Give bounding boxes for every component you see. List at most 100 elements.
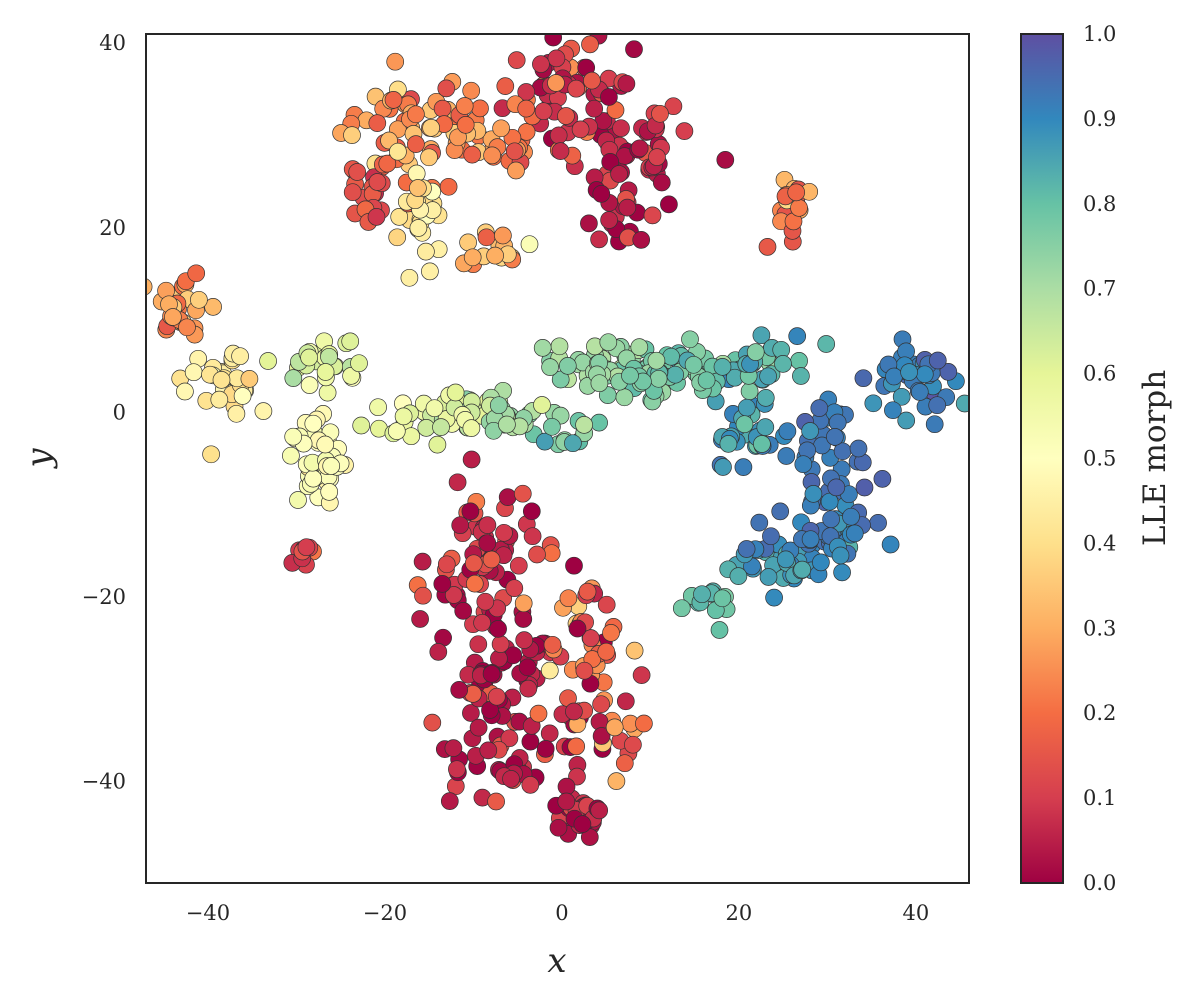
- scatter-point: [492, 119, 510, 138]
- scatter-point: [583, 71, 601, 90]
- scatter-point: [855, 478, 874, 497]
- scatter-point: [651, 104, 669, 123]
- scatter-point: [864, 394, 883, 413]
- scatter-point: [750, 513, 769, 532]
- scatter-point: [202, 445, 220, 464]
- scatter-point: [473, 613, 491, 632]
- scatter-point: [664, 97, 683, 116]
- scatter-point: [756, 418, 775, 436]
- scatter-point: [716, 151, 735, 169]
- scatter-point: [297, 538, 316, 557]
- scatter-point: [378, 154, 397, 173]
- scatter-point: [507, 51, 526, 69]
- scatter-point: [540, 661, 559, 680]
- scatter-point: [190, 290, 208, 309]
- scatter-point: [625, 641, 644, 660]
- colorbar: [1020, 33, 1064, 884]
- scatter-point: [437, 555, 456, 574]
- scatter-point: [187, 264, 206, 283]
- scatter-point: [831, 546, 850, 565]
- scatter-point: [753, 435, 771, 453]
- scatter-point: [409, 219, 428, 237]
- plot-frame: [145, 33, 970, 884]
- scatter-point: [533, 396, 551, 414]
- scatter-point: [600, 88, 618, 106]
- scatter-point: [451, 516, 470, 535]
- scatter-point: [517, 99, 536, 118]
- scatter-point: [478, 534, 497, 553]
- scatter-point: [448, 760, 466, 779]
- scatter-point: [454, 602, 473, 620]
- scatter-point: [955, 394, 969, 413]
- scatter-point: [793, 560, 812, 579]
- scatter-point: [486, 246, 504, 265]
- scatter-point: [820, 492, 839, 511]
- scatter-point: [487, 792, 505, 811]
- colorbar-label: LLE morph: [1137, 370, 1173, 546]
- colorbar-ticks: 0.0 0.1 0.2 0.3 0.4 0.5 0.6 0.7 0.8 0.9 1.0: [1083, 22, 1116, 895]
- scatter-point: [543, 635, 562, 654]
- scatter-point: [735, 415, 754, 434]
- scatter-point: [697, 371, 716, 390]
- scatter-point: [390, 208, 409, 226]
- scatter-point: [778, 422, 797, 441]
- scatter-point: [320, 483, 339, 501]
- scatter-point: [551, 142, 570, 160]
- scatter-point: [389, 142, 407, 161]
- scatter-point: [284, 427, 303, 446]
- scatter-point: [462, 704, 480, 722]
- scatter-point: [394, 407, 413, 426]
- scatter-point: [873, 470, 892, 488]
- scatter-point: [420, 148, 438, 167]
- scatter-point: [801, 530, 820, 549]
- scatter-point: [483, 146, 501, 165]
- scatter-point: [567, 79, 586, 98]
- scatter-point: [827, 478, 846, 497]
- scatter-point: [464, 554, 483, 573]
- scatter-point: [509, 556, 528, 575]
- scatter-point: [352, 416, 371, 435]
- scatter-point: [544, 34, 563, 47]
- scatter-point: [578, 582, 597, 601]
- scatter-point: [758, 238, 777, 256]
- scatter-point: [672, 599, 691, 618]
- scatter-point: [625, 40, 643, 59]
- scatter-point: [549, 818, 568, 837]
- scatter-point: [184, 363, 203, 382]
- scatter-point: [521, 776, 540, 794]
- scatter-point: [648, 148, 666, 166]
- scatter-point: [643, 206, 662, 225]
- scatter-point: [528, 545, 546, 564]
- scatter-point: [343, 183, 362, 202]
- scatter-point: [518, 658, 537, 677]
- scatter-point: [341, 332, 360, 351]
- x-tick-label: 20: [726, 901, 753, 925]
- scatter-point: [582, 629, 600, 648]
- scatter-point: [463, 248, 482, 267]
- scatter-point: [615, 754, 634, 773]
- scatter-point: [790, 352, 808, 370]
- scatter-point: [558, 357, 577, 375]
- scatter-point: [684, 355, 703, 374]
- scatter-point: [812, 553, 830, 572]
- scatter-point: [777, 447, 796, 465]
- scatter-point: [444, 586, 463, 604]
- scatter-point: [550, 337, 569, 356]
- colorbar-tick-label: 0.0: [1083, 871, 1116, 895]
- scatter-point: [489, 396, 508, 415]
- scatter-point: [612, 119, 630, 138]
- scatter-point: [462, 450, 481, 469]
- scatter-point: [233, 387, 252, 405]
- scatter-point: [343, 126, 361, 144]
- scatter-point: [621, 366, 639, 385]
- scatter-point: [178, 318, 196, 337]
- scatter-point: [289, 491, 307, 509]
- scatter-point: [342, 367, 360, 385]
- scatter-point: [413, 552, 432, 571]
- scatter-point: [649, 369, 668, 388]
- x-axis-ticks: −40 −20 0 20 40: [186, 901, 929, 925]
- scatter-point: [666, 365, 685, 384]
- scatter-point: [514, 594, 533, 613]
- scatter-point: [350, 354, 368, 373]
- colorbar-tick-label: 0.9: [1083, 107, 1116, 131]
